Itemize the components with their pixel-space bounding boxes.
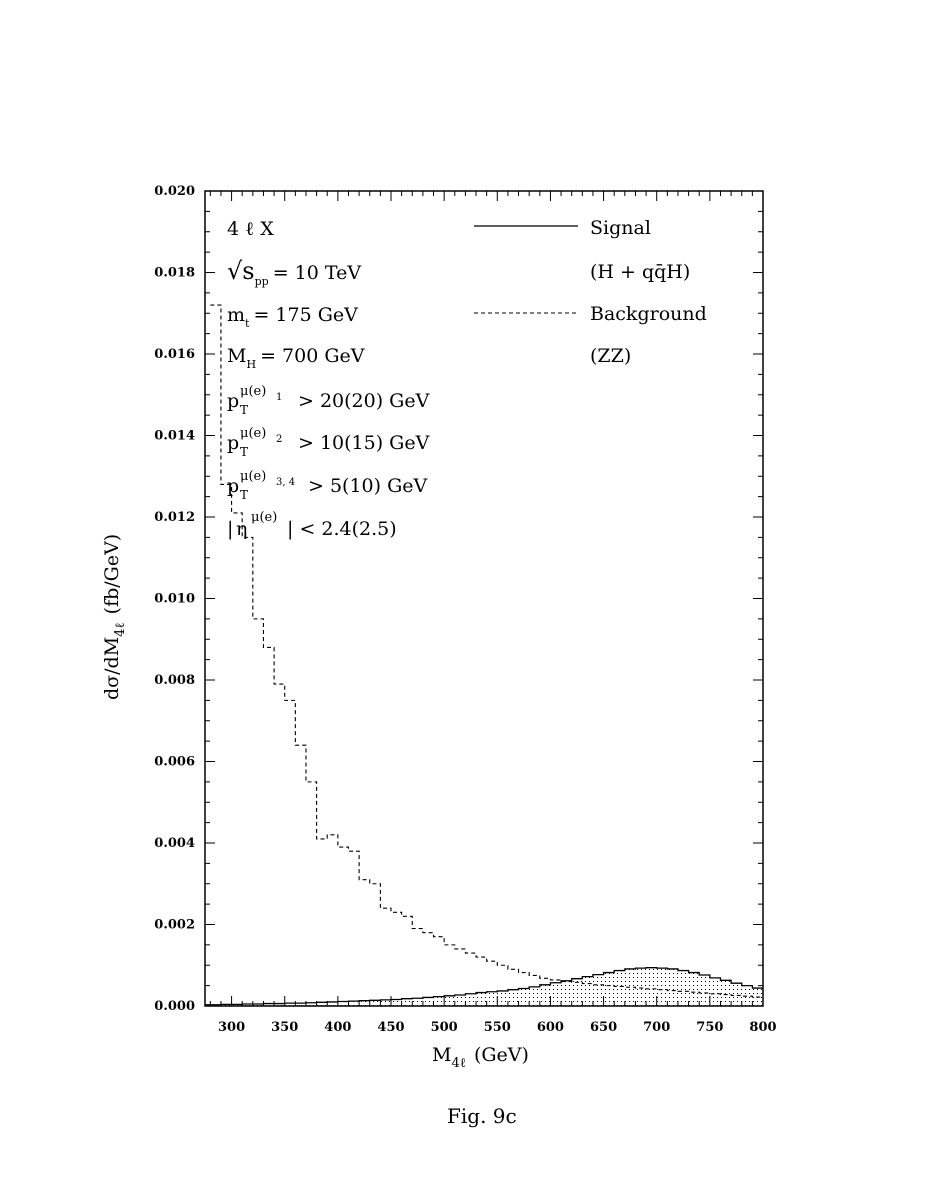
y-tick-label: 0.008	[154, 673, 195, 688]
y-tick-label: 0.004	[154, 836, 195, 851]
annotation-top-mass: mt = 175 GeV	[227, 304, 358, 330]
signal-hatched-area	[205, 967, 763, 1006]
svg-text:2: 2	[276, 434, 282, 445]
x-tick-label: 750	[696, 1020, 723, 1035]
svg-text:μ(e): μ(e)	[251, 510, 277, 525]
annotation-eta: | η μ(e) | < 2.4(2.5)	[227, 510, 397, 540]
y-tick-label: 0.014	[154, 429, 195, 444]
legend-background-label: Background	[590, 303, 707, 325]
annotation-pt2: p T μ(e) 2 > 10(15) GeV	[227, 426, 430, 459]
svg-text:p: p	[227, 390, 239, 412]
annotation-pt1: p T μ(e) 1 > 20(20) GeV	[227, 384, 430, 417]
svg-text:T: T	[240, 445, 248, 459]
figure-caption: Fig. 9c	[447, 1104, 517, 1128]
y-tick-label: 0.006	[154, 755, 195, 770]
x-tick-label: 450	[377, 1020, 404, 1035]
svg-text:> 10(15) GeV: > 10(15) GeV	[298, 432, 430, 454]
svg-text:3, 4: 3, 4	[276, 477, 295, 488]
y-tick-label: 0.010	[154, 592, 195, 607]
y-tick-label: 0.002	[154, 918, 195, 933]
svg-text:μ(e): μ(e)	[240, 469, 266, 484]
background-series	[210, 304, 763, 998]
x-tick-label: 550	[484, 1020, 511, 1035]
background-line	[210, 304, 763, 998]
legend-background-detail: (ZZ)	[590, 345, 631, 367]
annotation-process: 4 ℓ X	[227, 218, 274, 240]
x-axis-label: M4ℓ (GeV)	[432, 1044, 529, 1071]
y-tick-label: 0.016	[154, 347, 195, 362]
x-tick-label: 500	[431, 1020, 458, 1035]
x-tick-label: 300	[218, 1020, 245, 1035]
legend-signal-label: Signal	[590, 217, 651, 239]
annotation-block: 4 ℓ X √spp = 10 TeV mt = 175 GeV MH = 700 G…	[227, 218, 430, 540]
x-axis-label-sub: 4ℓ	[451, 1056, 466, 1071]
x-tick-label: 800	[749, 1020, 776, 1035]
x-tick-label: 650	[590, 1020, 617, 1035]
annotation-higgs-mass: MH = 700 GeV	[227, 345, 365, 371]
svg-text:|: |	[227, 518, 233, 540]
annotation-energy: √spp = 10 TeV	[227, 257, 361, 288]
x-tick-label: 600	[537, 1020, 564, 1035]
svg-text:> 20(20) GeV: > 20(20) GeV	[298, 390, 430, 412]
y-axis-label: dσ/dM4ℓ(fb/GeV)	[101, 534, 128, 700]
svg-text:| < 2.4(2.5): | < 2.4(2.5)	[287, 518, 397, 540]
axis-ticks: 0.000 0.002 0.004 0.006 0.008 0.010 0.012 0.014…	[154, 184, 776, 1035]
svg-text:μ(e): μ(e)	[240, 384, 266, 399]
svg-text:T: T	[240, 403, 248, 417]
y-tick-label: 0.018	[154, 266, 195, 281]
x-tick-label: 350	[271, 1020, 298, 1035]
legend-signal-detail: (H + qq̄H)	[590, 261, 690, 283]
signal-fill	[205, 967, 763, 1006]
svg-text:T: T	[240, 488, 248, 502]
annotation-pt34: p T μ(e) 3, 4 > 5(10) GeV	[227, 469, 428, 502]
svg-text:1: 1	[276, 392, 282, 403]
svg-text:> 5(10) GeV: > 5(10) GeV	[308, 475, 428, 497]
legend: Signal (H + qq̄H) Background (ZZ)	[474, 217, 707, 367]
y-tick-label: 0.012	[154, 510, 195, 525]
x-tick-label: 400	[324, 1020, 351, 1035]
y-tick-label: 0.000	[154, 999, 195, 1014]
svg-text:p: p	[227, 475, 239, 497]
svg-text:μ(e): μ(e)	[240, 426, 266, 441]
y-tick-label: 0.020	[154, 184, 195, 199]
x-tick-label: 700	[643, 1020, 670, 1035]
svg-text:η: η	[236, 518, 247, 540]
svg-text:p: p	[227, 432, 239, 454]
y-axis-label-sub: 4ℓ	[113, 622, 128, 637]
